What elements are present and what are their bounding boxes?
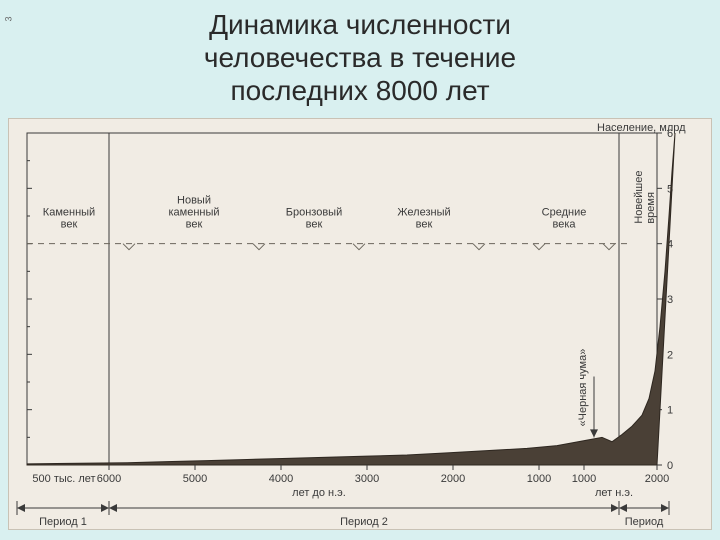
xtick-bc: 1000: [527, 473, 551, 485]
chart-svg: 0123456Население, млрдКаменныйвекНовыйка…: [9, 119, 711, 529]
era-label: век: [61, 219, 78, 231]
page-number: 3: [4, 16, 14, 21]
title-line-1: Динамика численности: [209, 9, 511, 40]
ytick-0: 0: [667, 460, 673, 472]
title-line-2: человечества в течение: [204, 42, 516, 73]
ytick-2: 2: [667, 349, 673, 361]
x-axis-label-ad: лет н.э.: [595, 487, 633, 499]
era-label: время: [645, 192, 657, 224]
era-label: Новейшее: [633, 171, 645, 224]
era-label: век: [416, 219, 433, 231]
black-death-label: «Черная чума»: [577, 349, 589, 427]
xtick-ad: 2000: [645, 473, 669, 485]
xtick-bc: 5000: [183, 473, 207, 485]
ytick-3: 3: [667, 294, 673, 306]
y-axis-label: Население, млрд: [597, 122, 686, 134]
title-line-3: последних 8000 лет: [230, 75, 489, 106]
population-chart: 0123456Население, млрдКаменныйвекНовыйка…: [8, 118, 712, 530]
era-label: каменный: [168, 207, 219, 219]
period-label: Период 1: [39, 516, 87, 528]
era-label: века: [552, 219, 576, 231]
era-label: Железный: [397, 207, 450, 219]
era-label: Каменный: [43, 207, 95, 219]
xtick-bc: 4000: [269, 473, 293, 485]
era-label: Новый: [177, 195, 211, 207]
era-label: Средние: [542, 207, 587, 219]
xtick-bc: 2000: [441, 473, 465, 485]
era-label: век: [306, 219, 323, 231]
period-label: Период 2: [340, 516, 388, 528]
era-label: Бронзовый: [286, 207, 342, 219]
era-label: век: [186, 219, 203, 231]
period-label: Период: [625, 516, 664, 528]
xtick-500k: 500 тыс. лет: [32, 473, 95, 485]
xtick-bc: 3000: [355, 473, 379, 485]
x-axis-label-bc: лет до н.э.: [292, 487, 346, 499]
xtick-ad: 1000: [572, 473, 596, 485]
slide-title: Динамика численности человечества в тече…: [0, 0, 720, 107]
ytick-1: 1: [667, 405, 673, 417]
xtick-bc: 6000: [97, 473, 121, 485]
